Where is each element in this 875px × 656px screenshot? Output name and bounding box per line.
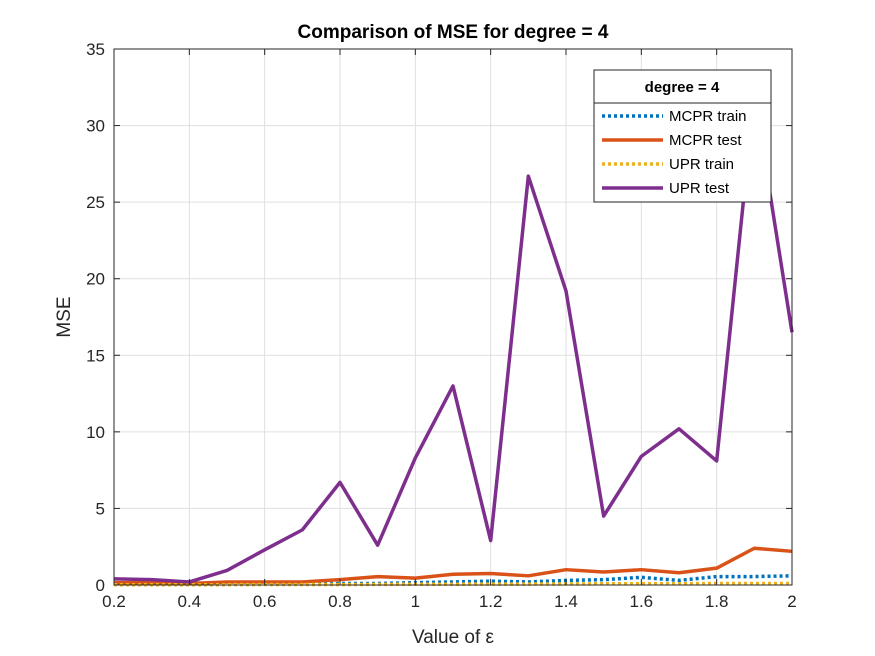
- series-line-mcpr-train: [114, 574, 793, 586]
- series-line-upr-test: [113, 93, 794, 584]
- x-tick-label: 0.2: [102, 592, 126, 611]
- chart-title: Comparison of MSE for degree = 4: [298, 22, 609, 43]
- y-tick-label: 30: [86, 117, 105, 136]
- x-tick-label: 2: [787, 592, 796, 611]
- series-layer: [113, 93, 794, 587]
- legend-title-box: [593, 69, 772, 104]
- series-line-upr-train: [114, 581, 792, 587]
- legend-label: UPR test: [669, 180, 730, 197]
- y-tick-label: 15: [86, 346, 105, 365]
- x-tick-label: 1.2: [479, 592, 503, 611]
- y-tick-label: 35: [86, 40, 105, 59]
- y-tick-label: 20: [86, 270, 105, 289]
- legend-label: MCPR test: [669, 132, 742, 149]
- x-tick-label: 0.6: [253, 592, 277, 611]
- series-line-mcpr-test: [114, 546, 793, 586]
- y-axis-label: MSE: [54, 296, 75, 337]
- x-tick-label: 0.4: [178, 592, 202, 611]
- axes-box: [113, 48, 793, 586]
- x-tick-label: 1.6: [630, 592, 654, 611]
- y-tick-label: 10: [86, 423, 105, 442]
- legend-entries-box: [593, 102, 772, 203]
- legend-label: MCPR train: [669, 108, 747, 125]
- y-tick-label: 5: [96, 499, 105, 518]
- x-tick-label: 1: [411, 592, 420, 611]
- legend: degree = 4 MCPR train MCPR test UPR train U…: [593, 69, 772, 203]
- x-tick-label: 1.4: [554, 592, 578, 611]
- x-tick-label: 0.8: [328, 592, 352, 611]
- axes: [113, 48, 793, 586]
- legend-entries: MCPR train MCPR test UPR train UPR test: [602, 108, 747, 197]
- x-axis-label: Value of ε: [412, 627, 495, 648]
- y-tick-label: 25: [86, 193, 105, 212]
- y-tick-label: 0: [96, 576, 105, 595]
- legend-label: UPR train: [669, 156, 734, 173]
- legend-title: degree = 4: [645, 79, 720, 96]
- x-tick-label: 1.8: [705, 592, 729, 611]
